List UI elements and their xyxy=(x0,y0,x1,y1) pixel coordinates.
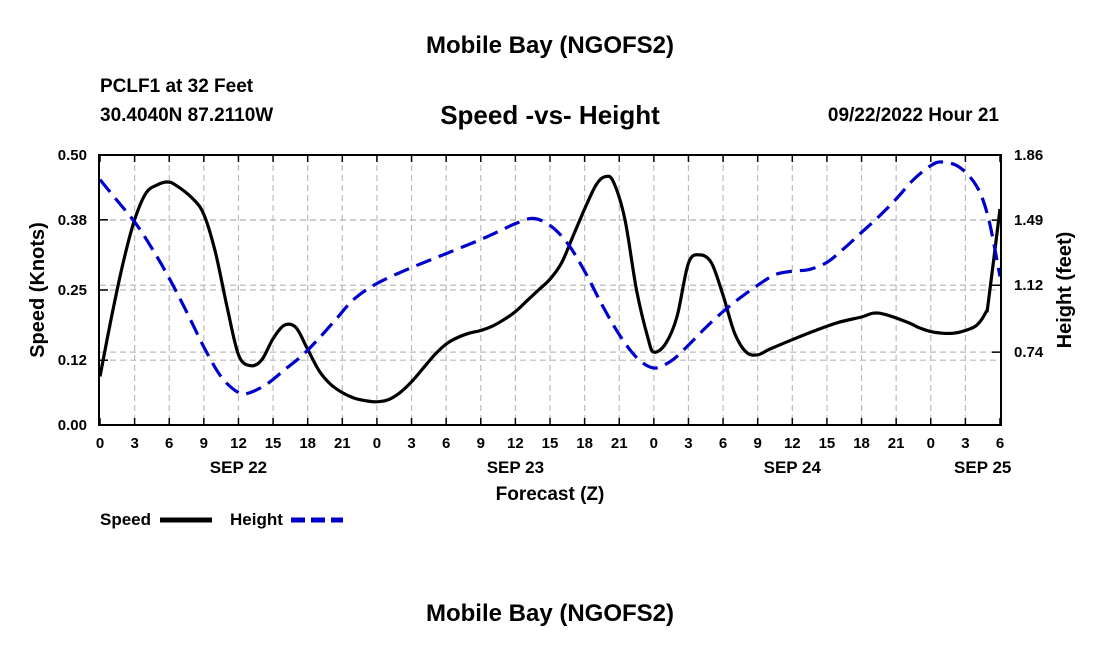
date-label: SEP 25 xyxy=(954,458,1011,477)
x-tick-label: 9 xyxy=(200,435,208,452)
x-tick-label: 6 xyxy=(442,435,450,452)
chart-title: Speed -vs- Height xyxy=(440,100,660,130)
legend-height-label: Height xyxy=(230,510,283,529)
x-tick-label: 0 xyxy=(373,435,381,452)
x-tick-label: 12 xyxy=(230,435,247,452)
date-label: SEP 24 xyxy=(764,458,822,477)
x-tick-label: 0 xyxy=(650,435,658,452)
x-tick-label: 6 xyxy=(719,435,727,452)
y-tick-label: 0.25 xyxy=(58,282,87,299)
y-axis-label: Speed (Knots) xyxy=(27,222,49,358)
x-tick-label: 18 xyxy=(576,435,593,452)
forecast-timestamp: 09/22/2022 Hour 21 xyxy=(827,105,999,126)
legend: Speed Height xyxy=(100,510,343,529)
x-tick-label: 18 xyxy=(853,435,870,452)
x-tick-label: 15 xyxy=(819,435,836,452)
footer-title: Mobile Bay (NGOFS2) xyxy=(425,600,675,627)
x-tick-label: 12 xyxy=(507,435,524,452)
x-tick-label: 0 xyxy=(927,435,935,452)
y2-tick-label: 0.74 xyxy=(1014,344,1044,361)
y2-axis-label: Height (feet) xyxy=(1054,232,1076,349)
y-tick-label: 0.50 xyxy=(58,147,87,164)
speed-series-line xyxy=(98,174,1002,404)
x-tick-label: 9 xyxy=(754,435,762,452)
series-group xyxy=(98,160,1002,404)
y2-tick-label: 1.49 xyxy=(1014,212,1043,229)
x-tick-label: 21 xyxy=(334,435,351,452)
legend-speed-label: Speed xyxy=(100,510,151,529)
grid-lines xyxy=(100,154,1000,425)
x-tick-label: 6 xyxy=(165,435,173,452)
x-tick-label: 21 xyxy=(611,435,628,452)
x-tick-label: 6 xyxy=(996,435,1004,452)
x-tick-label: 15 xyxy=(265,435,282,452)
y-tick-label: 0.38 xyxy=(58,212,87,229)
x-tick-label: 21 xyxy=(888,435,905,452)
station-label: PCLF1 at 32 Feet xyxy=(100,76,254,97)
axis-ticks: 0 3 6 9 12 15 18 21 0 3 6 9 12 15 18 21 0 3 6 9 12 15 18 21 0 3 6 S… xyxy=(58,147,1044,477)
x-tick-label: 3 xyxy=(961,435,969,452)
x-tick-label: 12 xyxy=(784,435,801,452)
x-tick-label: 3 xyxy=(407,435,415,452)
y-tick-label: 0.12 xyxy=(58,352,87,369)
date-label: SEP 22 xyxy=(210,458,267,477)
date-label: SEP 23 xyxy=(487,458,544,477)
x-tick-label: 3 xyxy=(684,435,692,452)
main-title: Mobile Bay (NGOFS2) xyxy=(425,32,675,59)
x-tick-label: 18 xyxy=(299,435,316,452)
x-tick-label: 9 xyxy=(477,435,485,452)
x-tick-label: 3 xyxy=(130,435,138,452)
y2-tick-label: 1.12 xyxy=(1014,277,1043,294)
y2-tick-label: 1.86 xyxy=(1014,147,1043,164)
x-tick-label: 15 xyxy=(542,435,559,452)
height-series-line xyxy=(98,160,1002,396)
x-tick-label: 0 xyxy=(96,435,104,452)
speed-height-chart: 0 3 6 9 12 15 18 21 0 3 6 9 12 15 18 21 0 3 6 9 12 15 18 21 0 3 6 S… xyxy=(27,147,1076,529)
y-tick-label: 0.00 xyxy=(58,417,87,434)
station-coordinates: 30.4040N 87.2110W xyxy=(100,105,274,126)
x-axis-label: Forecast (Z) xyxy=(496,484,605,505)
